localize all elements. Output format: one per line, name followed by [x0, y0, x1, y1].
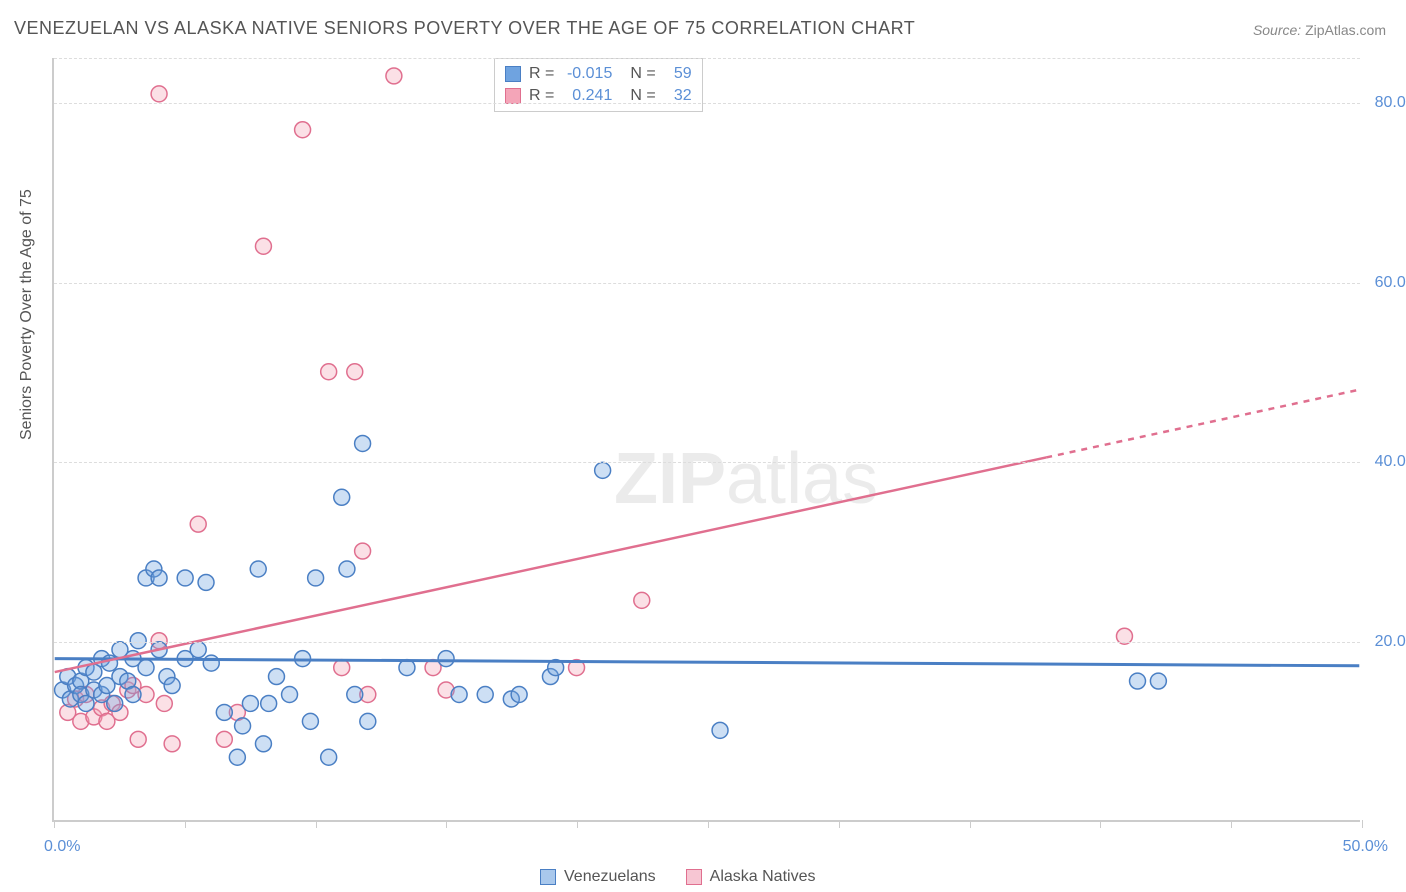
y-tick-label: 40.0% [1365, 453, 1406, 471]
legend-label-alaska: Alaska Natives [710, 868, 816, 886]
data-point [151, 570, 167, 586]
data-point [282, 687, 298, 703]
data-point [347, 364, 363, 380]
data-point [308, 570, 324, 586]
data-point [138, 660, 154, 676]
data-point [216, 731, 232, 747]
x-tick-50: 50.0% [1343, 838, 1388, 856]
x-tick [970, 820, 971, 828]
chart-title: VENEZUELAN VS ALASKA NATIVE SENIORS POVE… [14, 18, 915, 39]
data-point [386, 68, 402, 84]
data-point [190, 642, 206, 658]
data-point [438, 651, 454, 667]
legend-bottom: Venezuelans Alaska Natives [540, 868, 815, 886]
r-label: R = [529, 63, 554, 85]
data-point [164, 678, 180, 694]
data-point [235, 718, 251, 734]
data-point [634, 592, 650, 608]
legend-item-alaska: Alaska Natives [686, 868, 816, 886]
x-tick [54, 820, 55, 828]
y-tick-label: 60.0% [1365, 274, 1406, 292]
data-point [203, 655, 219, 671]
y-axis-label: Seniors Poverty Over the Age of 75 [18, 189, 36, 440]
data-point [164, 736, 180, 752]
x-tick [446, 820, 447, 828]
data-point [177, 570, 193, 586]
data-point [130, 731, 146, 747]
legend-swatch-alaska [686, 869, 702, 885]
plot-svg [54, 58, 1360, 820]
chart-container: VENEZUELAN VS ALASKA NATIVE SENIORS POVE… [0, 0, 1406, 892]
data-point [347, 687, 363, 703]
r-value-venezuelans: -0.015 [562, 63, 612, 85]
x-tick [1362, 820, 1363, 828]
x-tick [577, 820, 578, 828]
trend-line [55, 659, 1360, 666]
data-point [334, 660, 350, 676]
y-tick-label: 20.0% [1365, 633, 1406, 651]
data-point [1150, 673, 1166, 689]
data-point [255, 238, 271, 254]
n-label: N = [630, 63, 655, 85]
data-point [511, 687, 527, 703]
gridline [54, 462, 1360, 463]
data-point [125, 687, 141, 703]
swatch-alaska [505, 88, 521, 104]
x-tick [839, 820, 840, 828]
data-point [1130, 673, 1146, 689]
x-tick [1231, 820, 1232, 828]
data-point [355, 543, 371, 559]
gridline-top [54, 58, 1360, 59]
data-point [321, 364, 337, 380]
x-tick [316, 820, 317, 828]
data-point [261, 695, 277, 711]
gridline [54, 103, 1360, 104]
source-value: ZipAtlas.com [1305, 22, 1386, 38]
x-tick [185, 820, 186, 828]
n-value-venezuelans: 59 [664, 63, 692, 85]
data-point [355, 436, 371, 452]
legend-swatch-venezuelans [540, 869, 556, 885]
data-point [229, 749, 245, 765]
data-point [295, 122, 311, 138]
gridline [54, 642, 1360, 643]
legend-label-venezuelans: Venezuelans [564, 868, 656, 886]
data-point [250, 561, 266, 577]
data-point [451, 687, 467, 703]
data-point [242, 695, 258, 711]
data-point [339, 561, 355, 577]
source-label: Source: [1253, 22, 1301, 38]
x-tick [708, 820, 709, 828]
data-point [198, 574, 214, 590]
swatch-venezuelans [505, 66, 521, 82]
data-point [190, 516, 206, 532]
data-point [360, 713, 376, 729]
y-tick-label: 80.0% [1365, 94, 1406, 112]
data-point [477, 687, 493, 703]
data-point [255, 736, 271, 752]
data-point [130, 633, 146, 649]
source-attribution: Source: ZipAtlas.com [1253, 22, 1386, 38]
x-tick-0: 0.0% [44, 838, 80, 856]
data-point [595, 462, 611, 478]
x-tick [1100, 820, 1101, 828]
gridline [54, 283, 1360, 284]
legend-item-venezuelans: Venezuelans [540, 868, 656, 886]
data-point [156, 695, 172, 711]
trend-line [55, 457, 1046, 672]
data-point [269, 669, 285, 685]
data-point [151, 86, 167, 102]
data-point [334, 489, 350, 505]
data-point [302, 713, 318, 729]
data-point [712, 722, 728, 738]
data-point [107, 695, 123, 711]
stats-row-venezuelans: R = -0.015 N = 59 [505, 63, 692, 85]
data-point [216, 704, 232, 720]
trend-line [1046, 390, 1359, 458]
data-point [321, 749, 337, 765]
plot-area: ZIPatlas R = -0.015 N = 59 R = 0.241 N =… [52, 58, 1360, 822]
